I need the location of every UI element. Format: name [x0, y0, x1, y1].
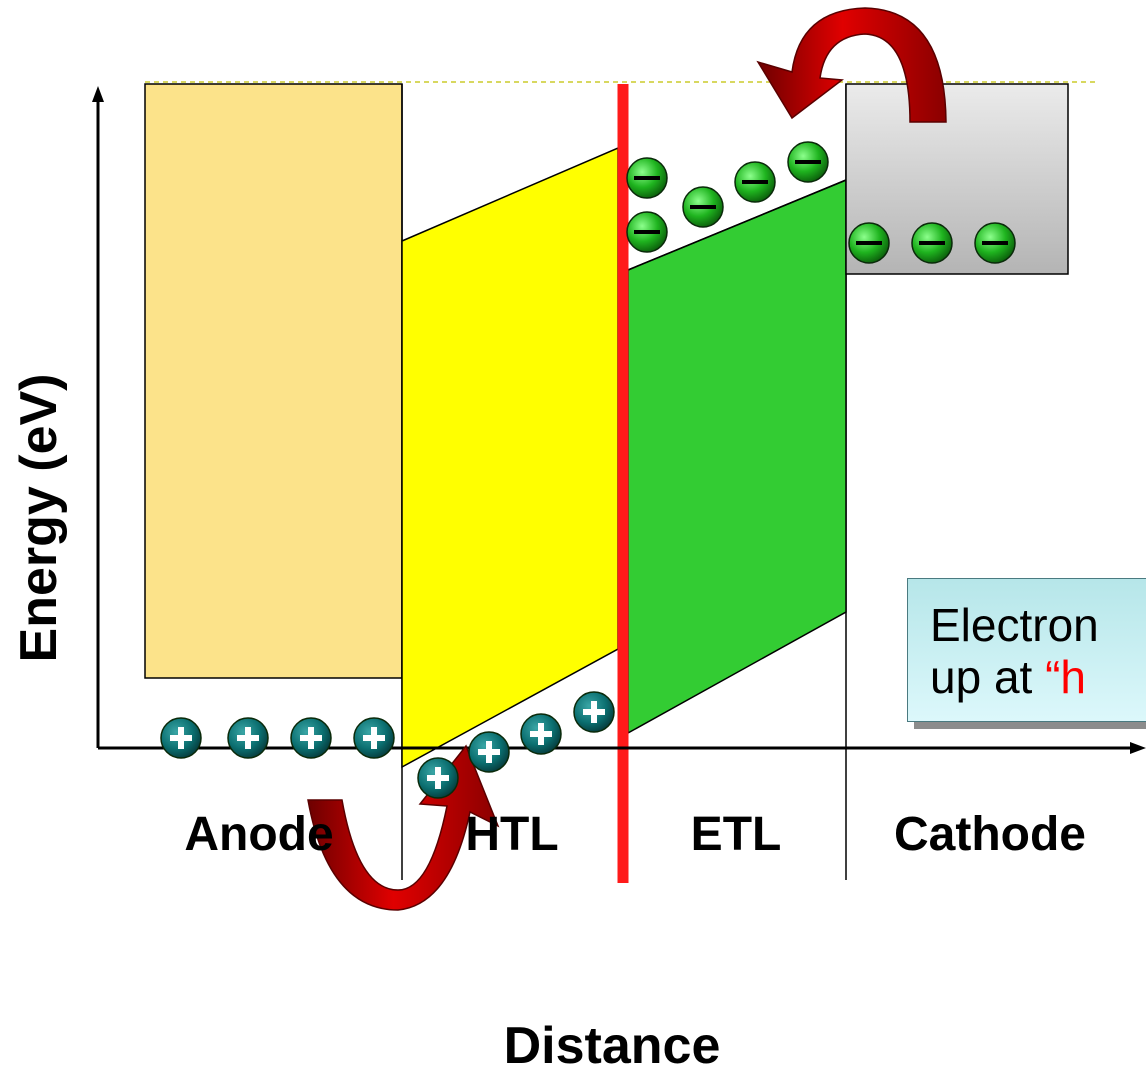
electron-particle — [626, 157, 668, 199]
callout-line-2: up at “h — [930, 651, 1099, 703]
hole-particle — [520, 713, 562, 755]
electron-particle — [974, 222, 1016, 264]
hole-particle — [290, 717, 332, 759]
electron-injection-arrow — [756, 7, 947, 123]
cathode-label: Cathode — [894, 808, 1086, 861]
electron-particle — [734, 161, 776, 203]
x-axis-arrowhead — [1130, 742, 1146, 754]
hole-particle — [227, 717, 269, 759]
anode-band — [144, 83, 403, 679]
hole-particle — [353, 717, 395, 759]
electrons-group — [626, 141, 1016, 264]
electron-particle — [911, 222, 953, 264]
etl-lumo-line — [627, 179, 847, 271]
electron-particle — [626, 211, 668, 253]
etl-label: ETL — [691, 808, 782, 861]
x-axis-title: Distance — [504, 1017, 721, 1075]
hole-particle — [468, 731, 510, 773]
callout-line-2-highlight: “h — [1045, 651, 1086, 703]
electron-particle — [682, 186, 724, 228]
htl-band — [401, 146, 619, 769]
y-axis-arrowhead — [92, 86, 104, 102]
callout-box: Electron up at “h — [907, 578, 1146, 722]
callout-line-2-prefix: up at — [930, 651, 1046, 703]
callout-text: Electron up at “h — [930, 599, 1099, 703]
hole-particle — [160, 717, 202, 759]
holes-group — [160, 691, 615, 799]
electron-particle — [787, 141, 829, 183]
hole-particle — [417, 757, 459, 799]
electron-particle — [848, 222, 890, 264]
anode-label: Anode — [184, 808, 333, 861]
y-axis-title: Energy (eV) — [10, 374, 68, 663]
etl-band — [627, 178, 847, 735]
hole-particle — [573, 691, 615, 733]
htl-label: HTL — [465, 808, 558, 861]
callout-line-1: Electron — [930, 599, 1099, 651]
